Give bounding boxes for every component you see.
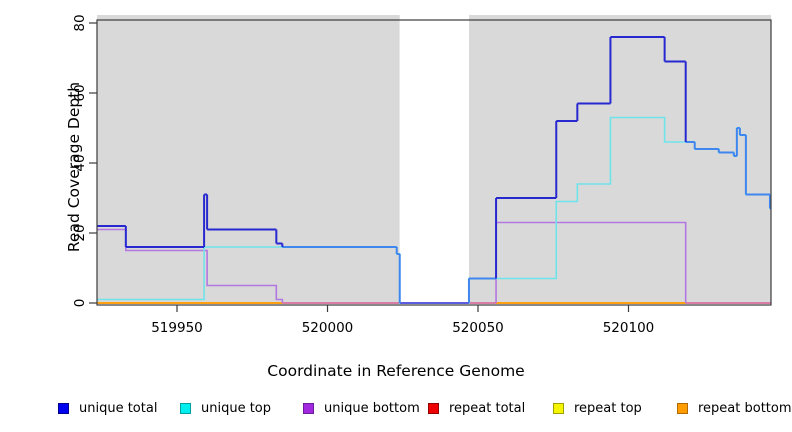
legend-item-unique-top: unique top xyxy=(180,398,271,418)
legend-item-repeat-top: repeat top xyxy=(553,398,642,418)
y-tick-label: 60 xyxy=(72,84,88,101)
legend-item-unique-bottom: unique bottom xyxy=(303,398,420,418)
legend: unique total unique top unique bottom repea… xyxy=(0,398,792,422)
legend-label: repeat bottom xyxy=(698,400,792,416)
legend-swatch-repeat-bottom xyxy=(677,402,688,414)
legend-swatch-unique-total xyxy=(58,402,69,414)
legend-item-repeat-total: repeat total xyxy=(428,398,525,418)
y-tick-label: 20 xyxy=(72,224,88,241)
legend-swatch-repeat-top xyxy=(553,402,564,414)
legend-label: unique top xyxy=(201,400,272,416)
series-lines xyxy=(97,36,771,304)
legend-swatch-unique-top xyxy=(180,402,191,414)
legend-swatch-unique-bottom xyxy=(303,402,314,414)
legend-item-unique-total: unique total xyxy=(58,398,157,418)
y-tick-label: 80 xyxy=(72,14,88,31)
legend-label: repeat total xyxy=(449,400,526,416)
x-tick-label: 520000 xyxy=(302,320,354,336)
x-tick-label: 520050 xyxy=(452,320,504,336)
legend-item-repeat-bottom: repeat bottom xyxy=(677,398,792,418)
covered-region-shading xyxy=(468,15,771,304)
y-tick-label: 0 xyxy=(72,299,88,308)
legend-label: unique total xyxy=(79,400,158,416)
uncovered-region xyxy=(399,21,469,304)
legend-label: unique bottom xyxy=(324,400,420,416)
legend-label: repeat top xyxy=(574,400,642,416)
x-tick-label: 519950 xyxy=(151,320,203,336)
covered-region-shading xyxy=(97,15,400,304)
legend-swatch-repeat-total xyxy=(428,402,439,414)
x-axis-title: Coordinate in Reference Genome xyxy=(267,362,525,380)
x-tick-label: 520100 xyxy=(603,320,655,336)
y-axis-title: Read Coverage Depth xyxy=(65,81,83,253)
y-tick-label: 40 xyxy=(72,154,88,171)
